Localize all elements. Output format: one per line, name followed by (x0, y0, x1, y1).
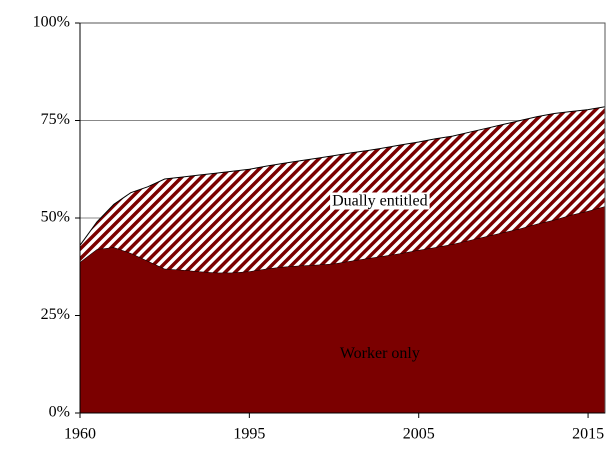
x-tick-label: 1995 (233, 426, 265, 443)
y-tick-label: 25% (41, 306, 70, 323)
label-background (330, 192, 430, 210)
area-edge (79, 106, 606, 246)
x-tick-label: 2015 (572, 426, 604, 443)
series-label: Dually entitled (332, 192, 428, 209)
area (80, 206, 605, 413)
x-tick-label: 1960 (64, 426, 96, 443)
y-tick-label: 100% (33, 14, 70, 31)
area (80, 106, 605, 273)
y-tick-label: 75% (41, 111, 70, 128)
series-label: Worker only (340, 345, 420, 362)
x-tick-label: 2005 (403, 426, 435, 443)
y-tick-label: 0% (49, 404, 70, 421)
y-tick-label: 50% (41, 209, 70, 226)
